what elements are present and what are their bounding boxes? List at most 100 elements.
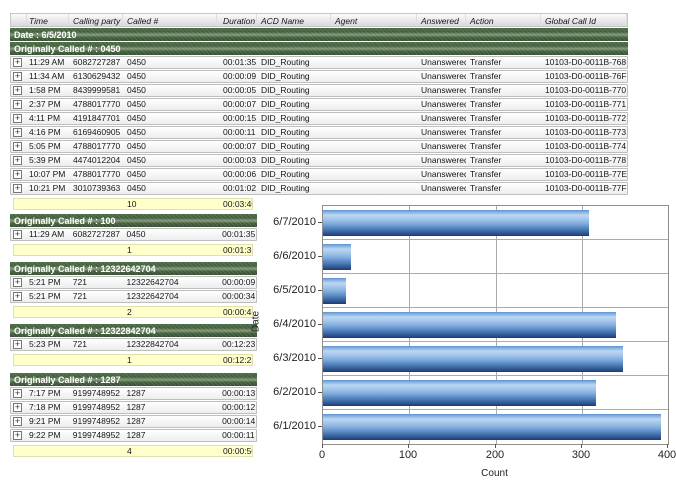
report-table-main: Time Calling party # Called # Duration ACD N…	[10, 13, 628, 210]
y-axis-tick-mark	[318, 426, 322, 427]
cell-called: 1287	[126, 416, 146, 426]
cell-answered: Unanswered	[421, 99, 466, 109]
cell-time: 5:21 PM	[28, 277, 61, 287]
column-header-row: Time Calling party # Called # Duration ACD N…	[10, 13, 628, 27]
expander-cell: +	[11, 388, 27, 399]
cell-calling: 9199748952	[72, 416, 121, 426]
chart-category-row	[323, 206, 668, 240]
group-summary-row: 2 00:00:43	[13, 306, 253, 318]
cell-called: 0450	[127, 85, 146, 95]
cell-action: Transfer	[470, 113, 502, 123]
cell-calling: 721	[72, 277, 87, 287]
expander-cell: +	[11, 169, 27, 180]
plus-icon[interactable]: +	[13, 277, 22, 287]
y-axis-tick-mark	[318, 290, 322, 291]
cell-global: 10103-D0-0011B-768	[545, 57, 627, 67]
cell-called: 0450	[127, 99, 146, 109]
plus-icon[interactable]: +	[13, 183, 22, 193]
y-axis-tick-label: 6/7/2010	[273, 216, 316, 228]
plus-icon[interactable]: +	[13, 85, 22, 95]
cell-action: Transfer	[470, 99, 502, 109]
plus-icon[interactable]: +	[13, 339, 22, 349]
cell-duration: 00:01:35	[223, 57, 257, 67]
cell-calling: 9199748952	[72, 402, 121, 412]
cell-duration: 00:00:34	[222, 291, 256, 301]
plus-icon[interactable]: +	[13, 155, 22, 165]
cell-agent	[331, 85, 417, 96]
cell-time: 7:17 PM	[28, 388, 61, 398]
cell-action: Transfer	[470, 71, 502, 81]
chart-category-row	[323, 342, 668, 376]
call-record-row: +1:58 PM 8439999581 0450 00:00:05 DID_Routin…	[10, 84, 628, 97]
cell-called: 1287	[126, 430, 146, 440]
summary-call-count: 1	[127, 355, 132, 365]
plus-icon[interactable]: +	[13, 388, 22, 398]
cell-answered: Unanswered	[421, 169, 466, 179]
cell-time: 7:18 PM	[28, 402, 61, 412]
cell-duration: 00:00:11	[223, 127, 256, 137]
summary-spacer	[14, 355, 123, 365]
plus-icon[interactable]: +	[13, 57, 22, 67]
called-number-group-header: Originally Called # : 12322642704	[10, 262, 257, 275]
cell-calling: 4788017770	[73, 141, 121, 151]
cell-duration: 00:01:02	[223, 183, 257, 193]
call-record-row: +5:39 PM 4474012204 0450 00:00:03 DID_Routin…	[10, 154, 628, 167]
cell-time: 10:07 PM	[29, 169, 66, 179]
call-record-row: +11:34 AM 6130629432 0450 00:00:09 DID_Routi…	[10, 70, 628, 83]
call-record-row: +7:18 PM 9199748952 1287 00:00:12	[10, 401, 257, 414]
plus-icon[interactable]: +	[13, 127, 22, 137]
cell-calling: 6082727287	[73, 57, 121, 67]
y-axis-tick-mark	[318, 324, 322, 325]
plus-icon[interactable]: +	[13, 113, 22, 123]
plus-icon[interactable]: +	[13, 71, 22, 81]
cell-action: Transfer	[470, 183, 502, 193]
cell-calling: 6169460905	[73, 127, 121, 137]
cell-duration: 00:00:15	[223, 113, 257, 123]
cell-global: 10103-D0-0011B-77E	[545, 169, 627, 179]
cell-time: 1:58 PM	[29, 85, 61, 95]
cell-calling: 9199748952	[72, 388, 121, 398]
cell-acd: DID_Routing	[261, 113, 310, 123]
cell-time: 11:29 AM	[28, 229, 65, 239]
plus-icon[interactable]: +	[13, 402, 22, 412]
group-summary-row: 4 00:00:50	[13, 445, 253, 457]
call-record-row: +5:05 PM 4788017770 0450 00:00:07 DID_Routin…	[10, 140, 628, 153]
x-axis-tick-mark	[495, 444, 496, 448]
column-header-global: Global Call Id	[541, 14, 627, 26]
expander-cell: +	[11, 85, 27, 96]
plus-icon[interactable]: +	[13, 430, 22, 440]
chart-bar	[323, 380, 596, 406]
cell-action: Transfer	[470, 141, 502, 151]
cell-duration: 00:00:09	[222, 277, 256, 287]
chart-category-row	[323, 410, 668, 444]
cell-time: 9:22 PM	[28, 430, 61, 440]
report-table-group-1287: Originally Called # : 1287 +7:17 PM 919974…	[10, 372, 257, 457]
cell-action: Transfer	[470, 155, 502, 165]
cell-answered: Unanswered	[421, 85, 466, 95]
plus-icon[interactable]: +	[13, 229, 22, 239]
cell-called: 12322642704	[126, 277, 179, 287]
x-axis-tick-label: 100	[398, 449, 418, 461]
expander-cell: +	[11, 229, 27, 240]
plus-icon[interactable]: +	[13, 99, 22, 109]
cell-duration: 00:00:12	[222, 402, 256, 412]
cell-time: 10:21 PM	[29, 183, 66, 193]
report-table-group-100: Originally Called # : 100 +11:29 AM 608272…	[10, 213, 257, 256]
chart-bar	[323, 346, 623, 372]
expander-cell: +	[11, 113, 27, 124]
column-header-answered: Answered	[417, 14, 466, 26]
cell-duration: 00:00:07	[223, 141, 257, 151]
plus-icon[interactable]: +	[13, 416, 22, 426]
cell-global: 10103-D0-0011B-773	[545, 127, 627, 137]
expander-cell: +	[11, 71, 27, 82]
plus-icon[interactable]: +	[13, 169, 22, 179]
column-header-agent: Agent	[331, 14, 417, 26]
x-axis-tick-label: 200	[485, 449, 505, 461]
x-axis-tick-label: 0	[318, 449, 326, 461]
cell-answered: Unanswered	[421, 113, 466, 123]
cell-time: 4:11 PM	[29, 113, 61, 123]
plus-icon[interactable]: +	[13, 291, 22, 301]
y-axis-tick-label: 6/6/2010	[273, 250, 316, 262]
cell-time: 11:34 AM	[29, 71, 65, 81]
plus-icon[interactable]: +	[13, 141, 22, 151]
